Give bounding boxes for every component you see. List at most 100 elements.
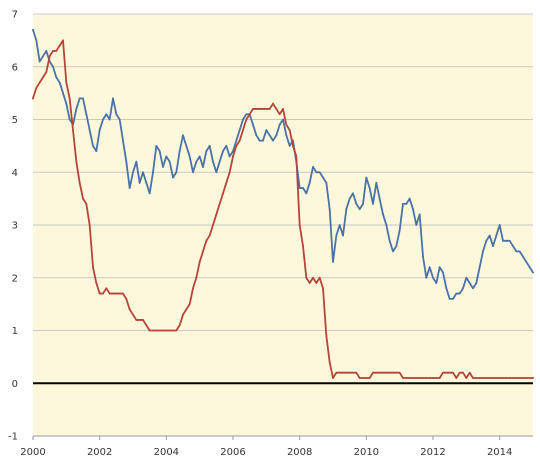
series-point: [358, 377, 361, 379]
series-point: [288, 144, 291, 147]
series-point: [148, 329, 151, 332]
series-point: [482, 377, 484, 379]
series-point: [525, 377, 528, 379]
series-point: [488, 234, 491, 237]
series-point: [308, 181, 311, 184]
x-tick-label: 2014: [487, 447, 512, 458]
series-point: [345, 371, 348, 374]
x-tick-label: 2008: [287, 447, 312, 458]
series-point: [428, 266, 431, 269]
series-point: [488, 377, 491, 379]
series-point: [262, 108, 264, 110]
series-point: [78, 97, 81, 100]
series-point: [525, 261, 528, 263]
series-point: [435, 377, 438, 379]
series-point: [208, 234, 211, 237]
series-point: [115, 113, 118, 116]
series-point: [342, 371, 344, 374]
series-point: [508, 239, 511, 242]
series-point: [372, 371, 374, 374]
series-point: [382, 371, 384, 374]
series-point: [98, 129, 101, 131]
series-point: [365, 377, 368, 379]
series-point: [442, 371, 444, 374]
series-point: [265, 108, 268, 110]
series-point: [445, 287, 448, 290]
series-point: [385, 224, 388, 226]
series-point: [145, 181, 148, 184]
x-axis-tick-labels: 2000 2002 2004 2006 2008 2010 2012 2014: [20, 447, 512, 458]
series-point: [108, 118, 111, 121]
series-point: [495, 377, 498, 379]
series-point: [398, 371, 401, 374]
series-point: [105, 287, 108, 290]
series-point: [312, 276, 314, 279]
series-point: [82, 97, 84, 100]
series-point: [532, 377, 534, 379]
series-point: [248, 113, 251, 116]
series-point: [195, 160, 198, 163]
series-point: [238, 129, 241, 131]
series-point: [302, 245, 304, 248]
series-point: [32, 97, 34, 100]
series-point: [465, 377, 468, 379]
series-point: [335, 234, 338, 237]
series-point: [348, 371, 351, 374]
series-point: [98, 292, 101, 295]
series-point: [318, 171, 321, 174]
series-point: [92, 144, 94, 147]
series-point: [125, 297, 128, 300]
series-point: [205, 239, 208, 242]
series-point: [328, 208, 331, 211]
series-point: [418, 213, 421, 216]
series-point: [132, 313, 134, 316]
series-point: [58, 81, 61, 84]
series-point: [478, 377, 481, 379]
series-point: [235, 139, 238, 142]
series-point: [468, 371, 471, 374]
series-point: [432, 377, 434, 379]
series-point: [122, 139, 124, 142]
series-point: [55, 76, 58, 79]
series-point: [332, 377, 334, 379]
series-point: [162, 166, 164, 168]
series-point: [322, 287, 324, 290]
series-point: [42, 76, 44, 79]
y-tick-label: 7: [12, 10, 18, 21]
series-point: [232, 150, 234, 153]
series-point: [275, 108, 278, 110]
series-point: [325, 334, 328, 337]
series-point: [168, 160, 171, 163]
x-tick-marks: [32, 436, 501, 440]
series-point: [402, 203, 404, 205]
series-point: [355, 371, 358, 374]
series-point: [405, 377, 408, 379]
series-point: [155, 329, 158, 332]
series-point: [35, 39, 38, 42]
series-point: [62, 92, 64, 95]
series-point: [268, 134, 271, 137]
series-point: [418, 377, 421, 379]
series-point: [175, 329, 178, 332]
series-point: [415, 377, 418, 379]
series-point: [448, 297, 451, 300]
x-tick-label: 2002: [87, 447, 112, 458]
series-point: [458, 371, 461, 374]
series-point: [165, 155, 168, 158]
series-point: [192, 171, 194, 174]
series-point: [125, 160, 128, 163]
series-point: [432, 276, 434, 279]
series-point: [422, 255, 424, 258]
series-point: [212, 160, 214, 163]
series-point: [245, 113, 248, 116]
series-point: [482, 250, 484, 253]
series-point: [178, 324, 181, 327]
series-point: [378, 197, 381, 200]
series-point: [382, 213, 384, 216]
series-point: [62, 39, 64, 42]
series-point: [255, 108, 258, 110]
series-point: [458, 292, 461, 295]
series-point: [532, 271, 534, 274]
series-point: [465, 276, 468, 279]
series-point: [352, 371, 354, 374]
